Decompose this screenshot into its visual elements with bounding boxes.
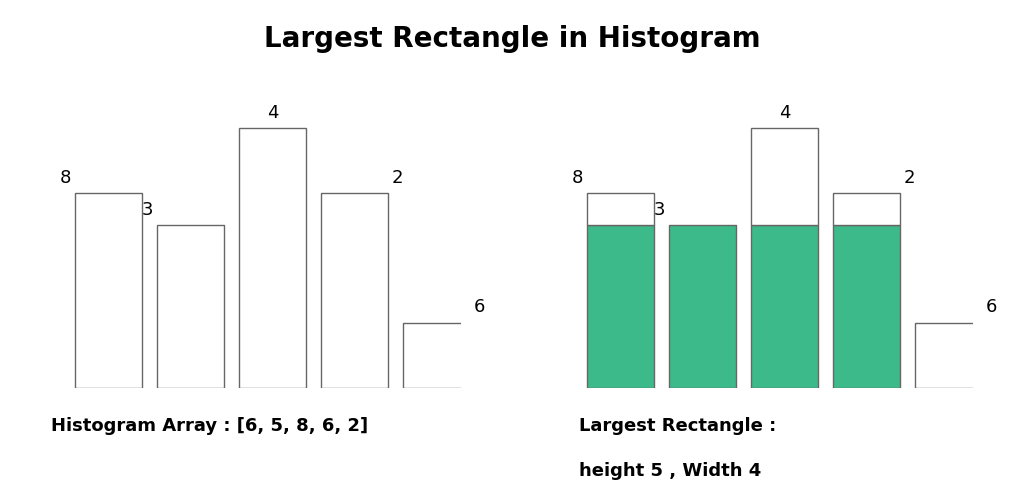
Text: Histogram Array : [6, 5, 8, 6, 2]: Histogram Array : [6, 5, 8, 6, 2] [51, 417, 369, 435]
Bar [833, 226, 900, 388]
Bar [914, 323, 982, 388]
Text: 8: 8 [571, 168, 583, 186]
Bar [751, 226, 818, 388]
Text: 6: 6 [986, 298, 997, 316]
Text: Largest Rectangle in Histogram: Largest Rectangle in Histogram [264, 25, 760, 53]
Text: 8: 8 [59, 168, 71, 186]
Bar [751, 128, 818, 226]
Bar [157, 226, 224, 388]
Text: 3: 3 [653, 201, 665, 219]
Bar [833, 193, 900, 226]
Bar [75, 193, 142, 388]
Text: height 5 , Width 4: height 5 , Width 4 [579, 462, 761, 480]
Text: 4: 4 [778, 104, 791, 122]
Text: Largest Rectangle :: Largest Rectangle : [579, 417, 776, 435]
Bar [239, 128, 306, 388]
Bar [587, 226, 654, 388]
Bar [402, 323, 470, 388]
Bar [321, 193, 388, 388]
Text: 6: 6 [474, 298, 485, 316]
Bar [587, 193, 654, 226]
Text: 2: 2 [904, 168, 915, 186]
Text: 4: 4 [266, 104, 279, 122]
Text: 3: 3 [141, 201, 153, 219]
Bar [669, 226, 736, 388]
Text: 2: 2 [392, 168, 403, 186]
